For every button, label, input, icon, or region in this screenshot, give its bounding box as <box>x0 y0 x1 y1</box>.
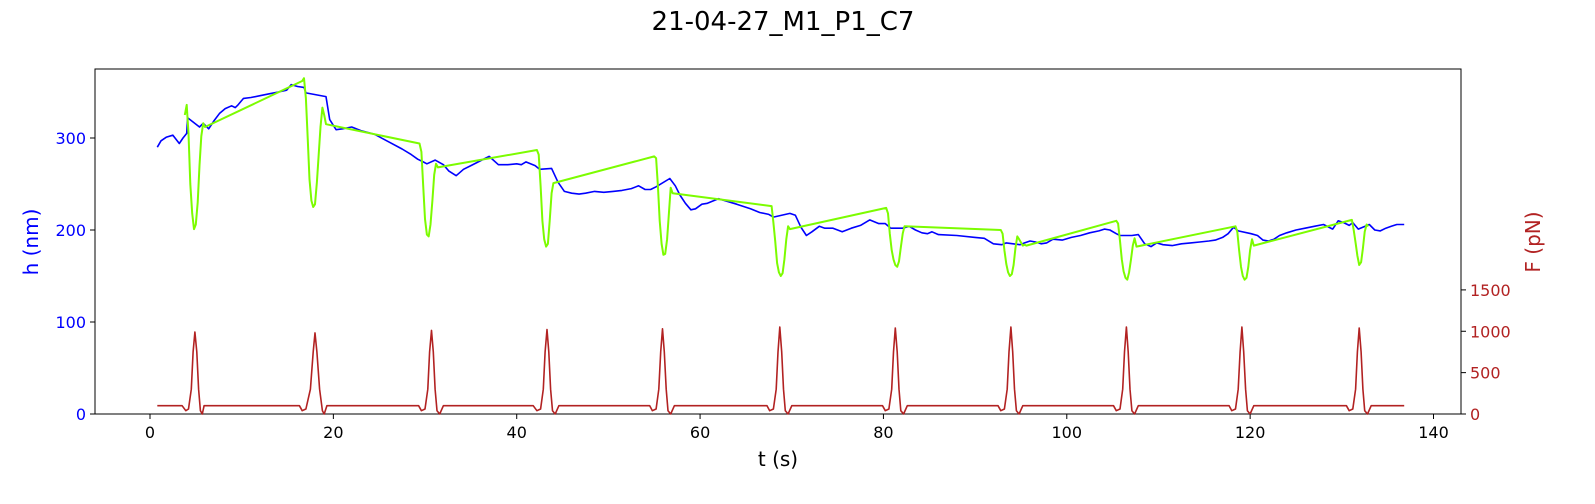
y-left-tick-label: 100 <box>55 313 86 332</box>
y-left-tick-label: 200 <box>55 221 86 240</box>
x-tick-label: 60 <box>690 423 710 442</box>
x-tick-label: 100 <box>1052 423 1083 442</box>
series-layer <box>156 77 1405 415</box>
y-right-tick-label: 0 <box>1470 405 1480 424</box>
compression-series-line <box>183 77 1370 281</box>
ticks-layer: 0 20 40 60 80 100 120 140 0 100 200 300 0 500 1000 1500 <box>55 129 1510 442</box>
y-left-tick-label: 300 <box>55 129 86 148</box>
x-axis-label: t (s) <box>758 447 798 471</box>
y-axis-right-label: F (pN) <box>1521 211 1545 272</box>
chart-title: 21-04-27_M1_P1_C7 <box>652 7 915 37</box>
y-right-tick-label: 1500 <box>1470 281 1511 300</box>
force-series-line <box>157 326 1405 415</box>
plot-frame <box>94 68 1462 415</box>
y-left-tick-label: 0 <box>76 405 86 424</box>
x-tick-label: 120 <box>1235 423 1266 442</box>
x-tick-label: 80 <box>873 423 893 442</box>
x-tick-label: 40 <box>507 423 527 442</box>
y-axis-left-label: h (nm) <box>19 209 43 276</box>
y-right-tick-label: 500 <box>1470 364 1501 383</box>
y-right-tick-label: 1000 <box>1470 322 1511 341</box>
height-series-line <box>156 83 1405 248</box>
x-tick-label: 0 <box>145 423 155 442</box>
x-tick-label: 140 <box>1418 423 1449 442</box>
x-tick-label: 20 <box>323 423 343 442</box>
